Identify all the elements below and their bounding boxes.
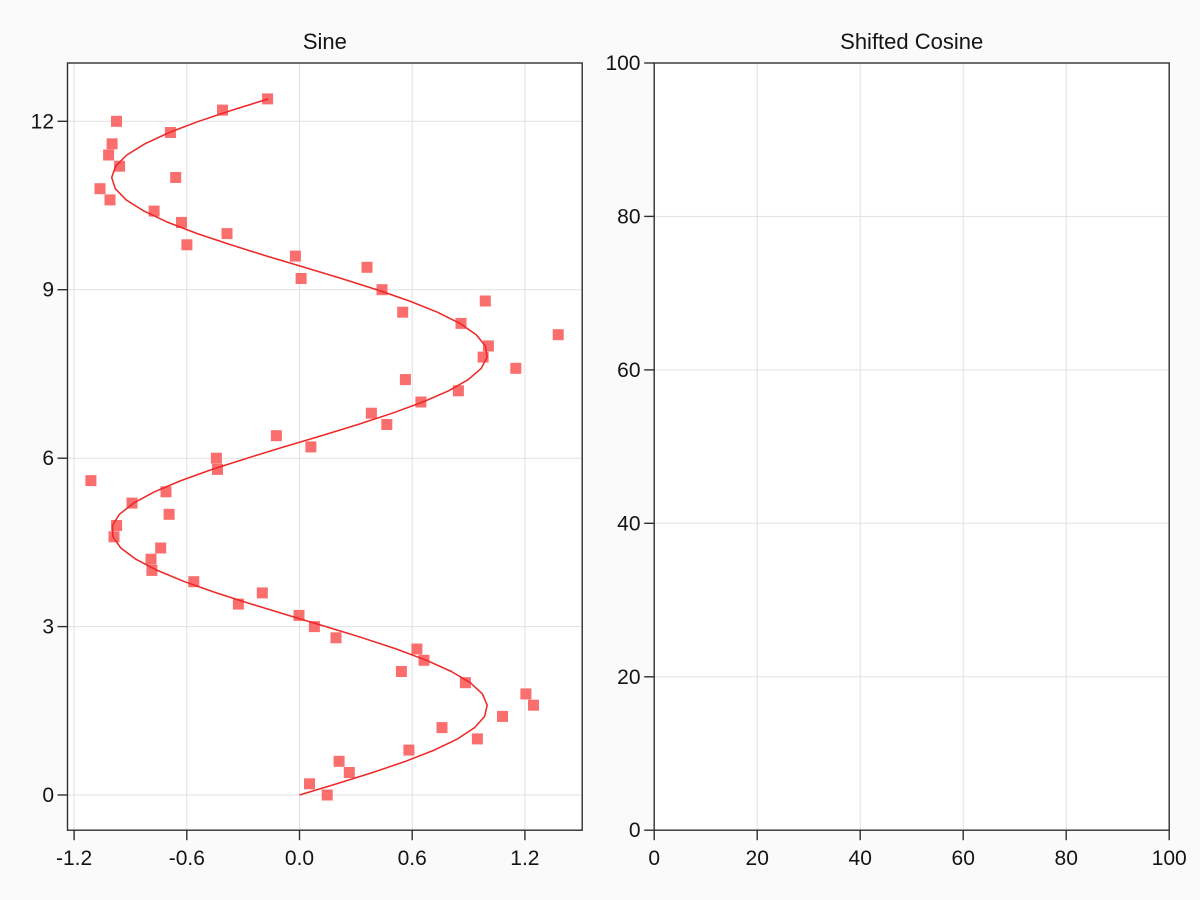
svg-text:3: 3 <box>42 616 54 639</box>
svg-text:12: 12 <box>31 110 54 133</box>
svg-text:Sine: Sine <box>303 29 347 54</box>
svg-text:-1.2: -1.2 <box>56 847 92 870</box>
svg-text:9: 9 <box>42 279 54 302</box>
svg-text:60: 60 <box>952 847 975 870</box>
svg-text:80: 80 <box>1055 847 1078 870</box>
svg-text:0: 0 <box>629 819 641 842</box>
svg-text:1.2: 1.2 <box>510 847 539 870</box>
svg-text:100: 100 <box>605 52 640 75</box>
svg-text:20: 20 <box>617 666 640 689</box>
svg-text:0: 0 <box>42 784 54 807</box>
svg-text:6: 6 <box>42 447 54 470</box>
svg-text:0.0: 0.0 <box>285 847 314 870</box>
svg-text:60: 60 <box>617 359 640 382</box>
svg-text:0: 0 <box>648 847 660 870</box>
svg-text:0.6: 0.6 <box>398 847 427 870</box>
svg-text:80: 80 <box>617 205 640 228</box>
svg-text:100: 100 <box>1152 847 1187 870</box>
svg-text:-0.6: -0.6 <box>169 847 205 870</box>
svg-text:20: 20 <box>746 847 769 870</box>
svg-text:40: 40 <box>849 847 872 870</box>
svg-text:40: 40 <box>617 512 640 535</box>
svg-text:Shifted Cosine: Shifted Cosine <box>840 29 983 54</box>
